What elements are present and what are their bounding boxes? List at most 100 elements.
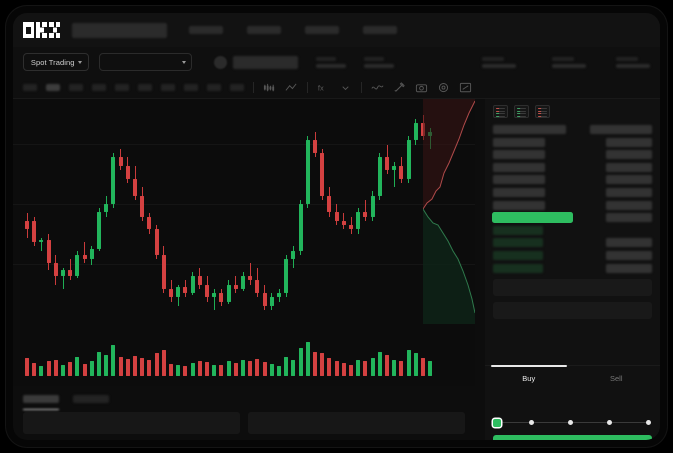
timeframe-chip-3[interactable] (69, 84, 83, 91)
candle (125, 157, 130, 183)
ticker-stat-2-label (364, 56, 384, 61)
trading-mode-selector[interactable]: Spot Trading (23, 53, 90, 71)
nav-item-2[interactable] (247, 26, 281, 34)
ticker-stat-3-label (482, 56, 504, 61)
price-chart[interactable] (13, 99, 475, 324)
candle (111, 153, 116, 209)
nav-item-3[interactable] (305, 26, 339, 34)
volume-bar (392, 359, 397, 376)
candle-wick (364, 199, 366, 221)
candle-body (25, 220, 29, 230)
candle-body (46, 240, 51, 264)
volume-bar (32, 363, 37, 376)
submit-order-button[interactable] (493, 435, 652, 440)
amount-slider[interactable] (493, 417, 652, 428)
timeframe-chip-5[interactable] (115, 84, 129, 91)
ticker-bar: Spot Trading (13, 47, 660, 77)
timeframe-chip-1[interactable] (23, 84, 37, 91)
candle (176, 284, 181, 306)
candle-body (320, 153, 325, 196)
bottom-tab-1[interactable] (23, 395, 59, 410)
candle-body (334, 212, 339, 221)
candle-body (75, 254, 80, 277)
candle-wick (84, 242, 86, 264)
okx-logo[interactable] (23, 22, 60, 38)
timeframe-chip-9[interactable] (207, 84, 221, 91)
candle-body (327, 195, 332, 213)
orderbook-buy-row[interactable] (493, 263, 652, 273)
orderbook-buy-icon[interactable] (514, 105, 529, 118)
candle-body (255, 280, 260, 293)
logo-glyph-o (23, 22, 34, 38)
chart-type-icon[interactable] (285, 82, 298, 93)
candlestick-chart-icon[interactable] (263, 82, 276, 93)
volume-bar (25, 358, 29, 376)
candle (82, 242, 87, 264)
slider-node-0[interactable] (493, 418, 501, 427)
candle (61, 267, 65, 289)
candle-body (205, 284, 209, 298)
volume-bar (61, 364, 65, 376)
candle-body (356, 212, 361, 230)
logo-glyph-x (49, 22, 60, 38)
orderbook-buy-row[interactable] (493, 238, 652, 248)
line-chart-icon[interactable] (371, 82, 384, 93)
bottom-tab-2[interactable] (73, 395, 109, 403)
chevron-down-icon[interactable] (339, 82, 352, 93)
depth-sell-area (423, 99, 475, 209)
ticker-stat-5-value (616, 63, 650, 68)
slider-node-50[interactable] (568, 420, 573, 425)
nav-item-4[interactable] (363, 26, 397, 34)
timeframe-chip-10[interactable] (230, 84, 244, 91)
coin-icon (214, 55, 227, 69)
timeframe-chip-2[interactable] (46, 84, 60, 91)
sell-price (493, 200, 545, 210)
orderbook-sell-row[interactable] (493, 187, 652, 197)
orderbook-buy-row[interactable] (493, 250, 652, 260)
orderbook-sell-row[interactable] (493, 200, 652, 210)
camera-icon[interactable] (415, 82, 428, 93)
candle-body (89, 248, 94, 260)
orderbook-sell-row[interactable] (493, 150, 652, 160)
orderbook-sell-row[interactable] (493, 137, 652, 147)
tab-sell[interactable]: Sell (609, 374, 623, 383)
candle-body (111, 157, 116, 204)
fullscreen-icon[interactable] (459, 82, 472, 93)
order-field-1[interactable] (493, 278, 652, 296)
slider-node-75[interactable] (607, 420, 612, 425)
orderbook-sell-row[interactable] (493, 162, 652, 172)
nav-item-1[interactable] (189, 26, 223, 34)
slider-node-100[interactable] (646, 420, 651, 425)
candle-body (413, 123, 418, 141)
tab-buy[interactable]: Buy (485, 365, 573, 391)
candle-body (183, 286, 188, 293)
volume-bar (75, 356, 80, 376)
candle-body (226, 284, 231, 302)
volume-bar (82, 363, 87, 376)
depth-chart-svg (423, 99, 475, 324)
pair-selector[interactable] (99, 53, 192, 71)
settings-gear-icon[interactable] (437, 82, 450, 93)
candle (53, 254, 58, 285)
volume-bar (176, 365, 181, 376)
ticker-stat-1-value (316, 63, 346, 68)
volume-bar (197, 361, 202, 376)
orderbook-both-icon[interactable] (493, 105, 508, 118)
sell-price (493, 175, 545, 185)
timeframe-chip-7[interactable] (161, 84, 175, 91)
indicators-icon[interactable]: fx (317, 82, 330, 93)
drawing-tool-icon[interactable] (393, 82, 406, 93)
orderbook-buy-row[interactable] (493, 225, 652, 235)
orderbook-sell-row[interactable] (493, 175, 652, 185)
bottom-panel-1[interactable] (23, 412, 240, 434)
timeframe-chip-4[interactable] (92, 84, 106, 91)
candle (226, 280, 231, 304)
timeframe-chip-8[interactable] (184, 84, 198, 91)
orderbook-sell-icon[interactable] (535, 105, 550, 118)
slider-node-25[interactable] (529, 420, 534, 425)
timeframe-chip-6[interactable] (138, 84, 152, 91)
search-input[interactable] (72, 22, 167, 38)
buy-price (493, 263, 543, 273)
order-field-2[interactable] (493, 301, 652, 319)
bottom-panel-2[interactable] (248, 412, 465, 434)
